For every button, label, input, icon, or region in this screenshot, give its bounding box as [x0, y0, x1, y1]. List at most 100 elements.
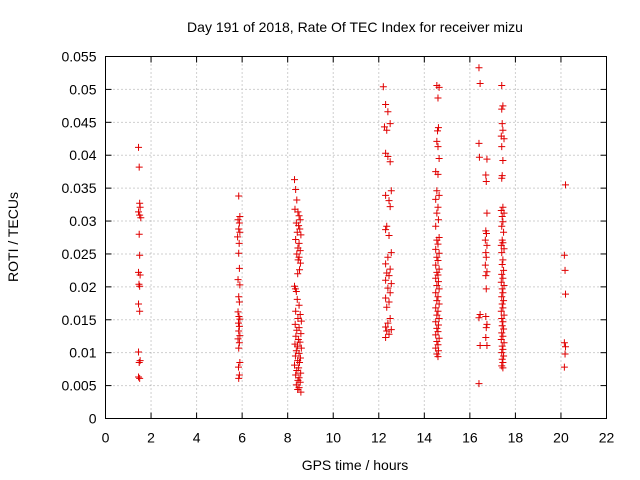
data-point	[500, 325, 508, 333]
data-point	[433, 253, 441, 261]
data-point	[483, 209, 491, 217]
data-point	[483, 241, 491, 249]
data-point	[292, 235, 300, 243]
data-point	[292, 307, 300, 315]
y-tick-label: 0.01	[69, 345, 96, 361]
data-point	[387, 187, 395, 195]
data-point	[498, 260, 506, 268]
data-point	[296, 266, 304, 274]
data-point	[386, 203, 394, 211]
data-point	[136, 251, 144, 259]
data-point	[383, 222, 391, 230]
data-point	[499, 156, 507, 164]
data-point	[499, 126, 507, 134]
data-point	[499, 364, 507, 372]
data-point	[294, 208, 302, 216]
data-point	[497, 307, 505, 315]
data-point	[296, 216, 304, 224]
data-point	[432, 195, 440, 203]
data-point	[434, 94, 442, 102]
data-point	[383, 126, 391, 134]
data-point	[434, 347, 442, 355]
data-point	[236, 228, 244, 236]
data-point	[387, 280, 395, 288]
y-tick-label: 0.045	[61, 114, 96, 130]
data-point	[295, 212, 303, 220]
data-point	[434, 240, 442, 248]
data-point	[561, 266, 569, 274]
data-point	[236, 212, 244, 220]
x-tick-label: 16	[462, 430, 478, 446]
data-point	[235, 225, 243, 233]
data-point	[432, 331, 440, 339]
data-point	[483, 268, 491, 276]
data-point	[498, 322, 506, 330]
data-point	[432, 245, 440, 253]
data-point	[433, 187, 441, 195]
data-point	[296, 378, 304, 386]
data-point	[475, 153, 483, 161]
data-point	[500, 209, 508, 217]
data-point	[499, 274, 507, 282]
x-tick-label: 0	[102, 430, 110, 446]
data-point	[481, 236, 489, 244]
data-point	[235, 327, 243, 335]
data-point	[498, 285, 506, 293]
data-point	[385, 232, 393, 240]
data-point	[435, 83, 443, 91]
data-point	[434, 321, 442, 329]
y-tick-label: 0.03	[69, 213, 96, 229]
data-point	[476, 311, 484, 319]
data-point	[475, 314, 483, 322]
data-point	[292, 185, 300, 193]
data-point	[293, 295, 301, 303]
data-point	[498, 120, 506, 128]
data-point	[135, 348, 143, 356]
data-point	[499, 289, 507, 297]
data-point	[136, 203, 144, 211]
y-tick-label: 0.05	[69, 81, 96, 97]
data-point	[560, 251, 568, 259]
data-point	[135, 208, 143, 216]
data-point	[482, 334, 490, 342]
data-point	[482, 272, 490, 280]
data-point	[562, 181, 570, 189]
data-point	[499, 203, 507, 211]
data-point	[382, 191, 390, 199]
data-point	[292, 287, 300, 295]
x-tick-label: 12	[371, 430, 387, 446]
data-point	[560, 339, 568, 347]
axis-ticks: 0 2 4 6 8 10 12 14 16 18 20 22 0 0.005 0.01 0.015 0.02 0.…	[61, 49, 614, 446]
data-point	[235, 322, 243, 330]
data-point	[382, 334, 390, 342]
data-point	[498, 105, 506, 113]
x-tick-label: 18	[508, 430, 524, 446]
data-point	[498, 314, 506, 322]
x-tick-label: 6	[238, 430, 246, 446]
y-tick-label: 0.035	[61, 180, 96, 196]
data-point	[482, 178, 490, 186]
data-point	[382, 294, 390, 302]
data-point	[297, 317, 305, 325]
data-point	[387, 326, 395, 334]
data-point	[135, 359, 143, 367]
data-point	[432, 222, 440, 230]
data-point	[382, 101, 390, 109]
data-point	[296, 311, 304, 319]
data-points	[135, 64, 570, 396]
data-point	[434, 278, 442, 286]
data-point	[235, 298, 243, 306]
data-point	[435, 249, 443, 257]
data-point	[433, 137, 441, 145]
data-point	[235, 264, 243, 272]
data-point	[499, 102, 507, 110]
data-point	[382, 226, 390, 234]
data-point	[293, 228, 301, 236]
data-point	[293, 196, 301, 204]
y-tick-label: 0.015	[61, 312, 96, 328]
chart-title: Day 191 of 2018, Rate Of TEC Index for r…	[187, 19, 523, 35]
data-point	[500, 245, 508, 253]
data-point	[498, 249, 506, 257]
data-point	[385, 197, 393, 205]
